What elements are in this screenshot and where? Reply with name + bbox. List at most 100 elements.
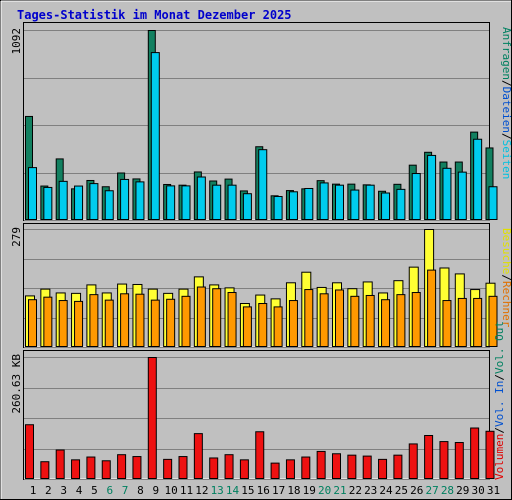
bar-seiten-day-25 <box>396 188 406 221</box>
bar-seiten-day-10 <box>166 185 176 220</box>
bar-seiten-day-16 <box>258 149 268 220</box>
legend-bottom-1: / <box>493 427 506 434</box>
bar-rechner-day-21 <box>335 289 344 347</box>
bar-rechner-day-5 <box>89 294 99 348</box>
bar-rechner-day-20 <box>319 293 329 348</box>
bar-volumen-day-25 <box>393 454 403 479</box>
panel-volume-bars <box>25 357 495 480</box>
bar-volumen-day-9 <box>147 357 157 479</box>
bar-seiten-day-20 <box>319 182 329 221</box>
day-label-7: 7 <box>122 484 129 497</box>
day-label-26: 26 <box>410 484 423 497</box>
bar-volumen-day-5 <box>86 456 96 480</box>
legend-bottom-2: Vol. In <box>493 381 506 427</box>
legend-top-2: Dateien <box>500 87 512 133</box>
bar-rechner-day-29 <box>457 297 467 347</box>
bar-seiten-day-15 <box>242 193 252 220</box>
bar-seiten-day-27 <box>427 154 437 220</box>
day-label-25: 25 <box>395 484 408 497</box>
bar-rechner-day-6 <box>104 299 114 348</box>
legend-bottom-3: / <box>493 374 506 381</box>
legend-middle-1: / <box>500 274 512 281</box>
day-label-27: 27 <box>425 484 438 497</box>
bar-volumen-day-11 <box>178 456 188 479</box>
bar-seiten-day-28 <box>442 167 452 221</box>
day-label-12: 12 <box>195 484 208 497</box>
day-label-22: 22 <box>349 484 362 497</box>
day-label-29: 29 <box>456 484 469 497</box>
legend-bottom-4: Vol. Out <box>493 321 506 374</box>
panel-visits-legend: Besuche/Rechner <box>500 228 512 328</box>
bar-seiten-day-1 <box>28 167 37 221</box>
panel-requests-bars <box>25 30 498 221</box>
bar-seiten-day-6 <box>104 190 114 220</box>
legend-middle-2: Rechner <box>500 281 512 328</box>
day-label-3: 3 <box>60 484 67 497</box>
bar-volumen-day-8 <box>132 456 142 479</box>
bar-rechner-day-25 <box>396 294 406 348</box>
panel-requests-max-label: 1092 <box>10 28 23 55</box>
day-label-28: 28 <box>441 484 454 497</box>
bar-volumen-day-12 <box>193 433 203 479</box>
panel-volume-max-label: 260.63 KB <box>10 354 23 414</box>
legend-top-3: / <box>500 133 512 140</box>
bar-rechner-day-31 <box>488 295 498 347</box>
bar-volumen-day-18 <box>285 459 295 479</box>
bar-seiten-day-11 <box>181 185 191 220</box>
legend-top-1: / <box>500 80 512 87</box>
bar-seiten-day-9 <box>150 52 160 220</box>
bar-rechner-day-4 <box>74 300 84 347</box>
day-label-31: 31 <box>487 484 500 497</box>
bar-volumen-day-27 <box>424 434 434 480</box>
day-label-19: 19 <box>303 484 316 497</box>
day-label-5: 5 <box>91 484 98 497</box>
chart-title: Tages-Statistik im Monat Dezember 2025 <box>17 8 292 22</box>
bar-seiten-day-8 <box>135 181 145 220</box>
panel-requests-legend: Anfragen/Dateien/Seiten <box>500 27 512 179</box>
bar-seiten-day-4 <box>74 185 84 221</box>
bar-rechner-day-15 <box>242 306 252 348</box>
bar-rechner-day-2 <box>43 296 53 348</box>
day-label-23: 23 <box>364 484 377 497</box>
bar-rechner-day-3 <box>58 300 68 348</box>
bar-rechner-day-19 <box>304 289 314 347</box>
x-axis-day-labels: 1 2 3 4 5 6 7 8 9 10 11 12 13 14 15 16 17 18 19 20 21 22 23 24 2… <box>30 484 500 497</box>
day-label-14: 14 <box>226 484 240 497</box>
day-label-13: 13 <box>211 484 224 497</box>
bar-seiten-day-21 <box>335 184 344 221</box>
day-label-8: 8 <box>137 484 144 497</box>
panel-volume: 260.63 KB Volumen/Vol. In/Vol. Out <box>10 321 506 480</box>
day-label-17: 17 <box>272 484 285 497</box>
bar-volumen-day-26 <box>408 443 418 479</box>
bar-volumen-day-24 <box>378 458 388 480</box>
bar-volumen-day-3 <box>55 449 65 479</box>
day-label-10: 10 <box>165 484 178 497</box>
day-label-1: 1 <box>30 484 37 497</box>
bar-rechner-day-1 <box>28 299 37 347</box>
day-label-21: 21 <box>333 484 346 497</box>
bar-volumen-day-13 <box>209 457 219 479</box>
bar-seiten-day-2 <box>43 186 53 220</box>
bar-volumen-day-7 <box>117 454 127 480</box>
bar-volumen-day-6 <box>101 460 111 480</box>
bar-seiten-day-26 <box>411 173 421 220</box>
bar-rechner-day-23 <box>365 294 375 347</box>
legend-middle-0: Besuche <box>500 228 512 274</box>
day-label-16: 16 <box>257 484 270 497</box>
bar-rechner-day-13 <box>212 288 222 347</box>
bar-volumen-day-30 <box>470 427 480 479</box>
bar-seiten-day-24 <box>381 192 391 220</box>
legend-bottom-0: Volumen <box>493 434 506 480</box>
panel-visits-bars <box>25 229 498 348</box>
bar-seiten-day-17 <box>273 195 283 221</box>
bar-seiten-day-22 <box>350 189 360 221</box>
bar-seiten-day-5 <box>89 183 99 221</box>
bar-volumen-day-28 <box>439 441 449 479</box>
bar-rechner-day-11 <box>181 295 191 347</box>
bar-volumen-day-23 <box>362 455 372 480</box>
legend-top-0: Anfragen <box>500 27 512 80</box>
bar-volumen-day-2 <box>40 461 50 480</box>
day-label-24: 24 <box>379 484 393 497</box>
bar-rechner-day-28 <box>442 300 452 348</box>
